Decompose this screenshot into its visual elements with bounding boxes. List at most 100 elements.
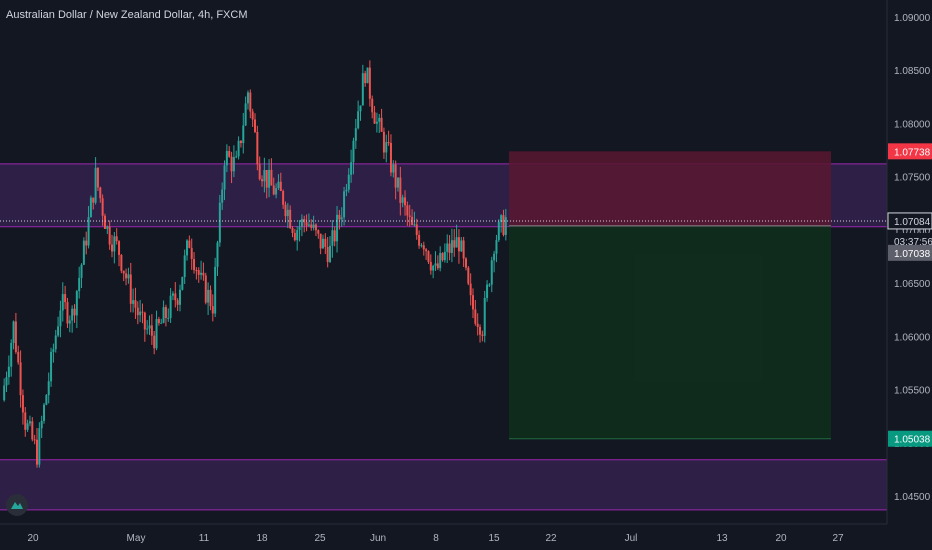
short-position-tool[interactable]	[509, 151, 831, 440]
time-tick-label: 13	[716, 533, 728, 544]
candle-body	[209, 289, 212, 307]
candle-body	[139, 311, 142, 316]
candle-body	[347, 174, 350, 190]
candle-body	[479, 326, 482, 335]
candle-body	[50, 351, 53, 382]
time-tick-label: Jun	[370, 533, 386, 544]
time-axis[interactable]: 20 May 11 18 25 Jun 8 15 22 Jul 13 20 27	[27, 533, 844, 544]
candle-body	[497, 222, 500, 241]
time-tick-label: 27	[832, 533, 844, 544]
take-profit-label: 1.05038	[888, 430, 932, 447]
candle-body	[394, 164, 397, 188]
price-tick-label: 1.06500	[894, 279, 931, 290]
candle-body	[261, 179, 264, 182]
candle-body	[150, 325, 153, 336]
candle-body	[176, 300, 179, 305]
candle-body	[422, 245, 425, 250]
stop-loss-label: 1.07738	[888, 143, 932, 160]
candle-body	[439, 253, 442, 269]
time-tick-label: 20	[27, 533, 39, 544]
candle-body	[366, 67, 369, 84]
tradingview-logo-icon[interactable]	[6, 494, 28, 516]
candle-body	[78, 277, 81, 292]
candle-body	[120, 254, 123, 271]
time-tick-label: Jul	[625, 533, 638, 544]
candle-body	[350, 162, 353, 175]
candle-body	[73, 308, 76, 316]
time-tick-label: 22	[545, 533, 557, 544]
stop-loss-label-box	[888, 143, 932, 160]
candle-body	[413, 224, 416, 226]
price-tick-label: 1.05500	[894, 386, 931, 397]
price-tick-label: 1.06000	[894, 332, 931, 343]
candle-body	[92, 197, 95, 203]
candle-body	[239, 140, 242, 144]
candle-body	[486, 284, 489, 298]
candle-body	[186, 240, 189, 256]
candle-body	[462, 240, 465, 259]
candle-body	[99, 187, 102, 199]
candle-body	[408, 215, 411, 217]
candle-body	[214, 266, 217, 314]
candle-body	[275, 188, 278, 195]
candle-body	[371, 98, 374, 113]
candle-body	[314, 224, 317, 231]
candle-body	[432, 265, 435, 271]
candle-body	[183, 255, 186, 277]
time-tick-label: May	[127, 533, 146, 544]
candle-body	[38, 428, 41, 465]
candle-body	[406, 205, 409, 216]
candle-body	[96, 167, 99, 188]
candle-body	[54, 335, 57, 350]
candle-body	[75, 291, 78, 316]
candle-body	[338, 214, 341, 220]
candle-body	[319, 233, 322, 249]
candle-body	[190, 247, 193, 259]
candle-body	[31, 421, 34, 440]
candle-body	[364, 73, 367, 84]
candle-body	[230, 156, 233, 172]
candle-body	[14, 321, 17, 352]
candle-body	[89, 197, 92, 218]
candle-body	[153, 335, 156, 349]
candle-body	[141, 311, 144, 313]
candle-body	[460, 240, 463, 252]
candle-body	[223, 165, 226, 190]
candle-body	[331, 230, 334, 246]
candle-body	[443, 251, 446, 261]
candle-body	[157, 319, 160, 324]
candle-body	[415, 224, 418, 235]
candle-body	[401, 197, 404, 203]
candle-body	[263, 169, 266, 182]
candle-body	[368, 67, 371, 99]
candle-body	[357, 111, 360, 129]
candle-body	[455, 237, 458, 248]
candle-body	[467, 267, 470, 284]
candle-body	[352, 140, 355, 163]
candle-body	[284, 204, 287, 217]
candle-body	[125, 273, 128, 279]
candle-body	[504, 217, 507, 235]
candle-body	[5, 377, 8, 386]
price-tick-label: 1.08500	[894, 66, 931, 77]
current-price-label: 1.07084	[887, 212, 932, 230]
candle-body	[143, 312, 146, 330]
candle-body	[160, 322, 163, 324]
candle-body	[28, 421, 31, 424]
candle-body	[68, 320, 71, 324]
candle-body	[289, 209, 292, 229]
candle-body	[59, 310, 62, 327]
candle-body	[87, 217, 90, 246]
candle-body	[202, 272, 205, 276]
candle-body	[399, 177, 402, 203]
candle-body	[446, 243, 449, 252]
candle-body	[411, 216, 414, 225]
candle-body	[448, 243, 451, 253]
candle-body	[300, 218, 303, 227]
candle-body	[389, 142, 392, 173]
candle-body	[207, 289, 210, 303]
candle-body	[228, 151, 231, 157]
candle-body	[469, 283, 472, 296]
candle-body	[216, 242, 219, 267]
